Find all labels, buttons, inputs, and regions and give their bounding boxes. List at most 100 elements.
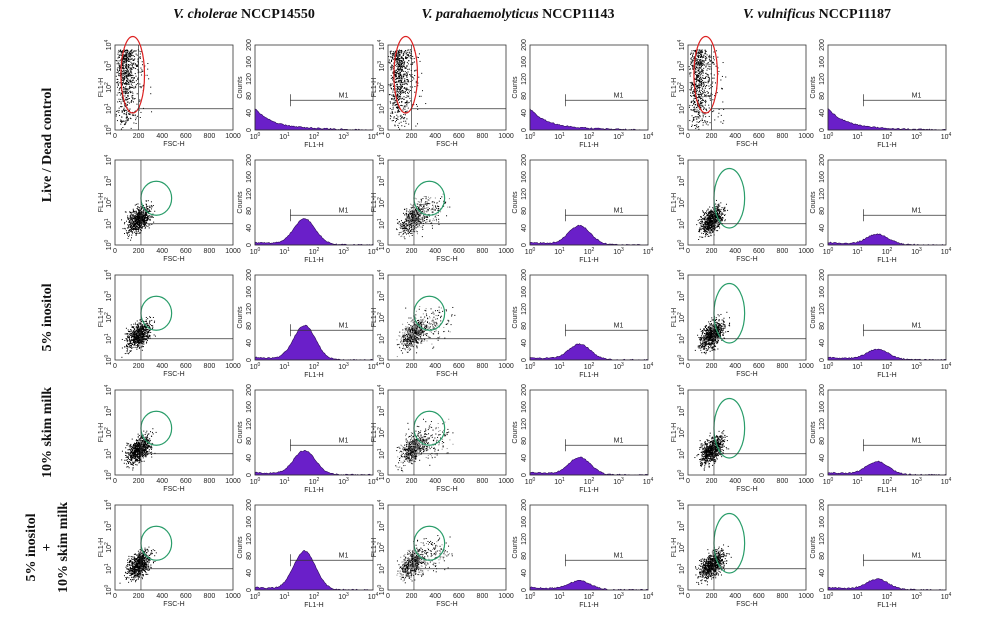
event-dot [135, 234, 137, 236]
event-dot [719, 211, 721, 213]
event-dot [148, 210, 150, 212]
event-dot [144, 217, 146, 219]
event-dot [408, 216, 410, 218]
event-dot [401, 226, 403, 228]
event-dot [127, 218, 129, 220]
x-tick-label: 800 [477, 133, 489, 140]
event-dot [694, 102, 696, 104]
event-dot [419, 221, 421, 223]
event-dot [406, 227, 408, 229]
event-dot [132, 228, 134, 230]
event-dot [400, 236, 402, 238]
event-dot [698, 87, 700, 89]
event-dot [416, 206, 418, 208]
event-dot [126, 63, 128, 65]
event-dot [704, 218, 706, 220]
event-dot [144, 227, 146, 229]
event-dot [127, 119, 129, 121]
event-dot [397, 72, 399, 74]
event-dot [146, 339, 148, 341]
y-tick-label: 120 [819, 188, 826, 200]
event-dot [708, 232, 710, 234]
event-dot [137, 58, 139, 60]
event-dot [707, 213, 709, 215]
event-dot [125, 113, 127, 115]
event-dot [124, 74, 126, 76]
event-dot [404, 125, 406, 127]
event-dot [148, 208, 150, 210]
event-dot [437, 205, 439, 207]
event-dot [415, 82, 417, 84]
event-dot [412, 217, 414, 219]
event-dot [425, 221, 427, 223]
event-dot [132, 82, 134, 84]
event-dot [709, 78, 711, 80]
event-dot [410, 220, 412, 222]
event-dot [143, 217, 145, 219]
event-dot [132, 213, 134, 215]
event-dot [402, 77, 404, 79]
event-dot [119, 64, 121, 66]
event-dot [136, 331, 138, 333]
event-dot [408, 225, 410, 227]
event-dot [138, 332, 140, 334]
event-dot [704, 214, 706, 216]
event-dot [415, 213, 417, 215]
event-dot [425, 103, 427, 105]
event-dot [129, 222, 131, 224]
histogram-area [254, 218, 374, 246]
event-dot [152, 216, 154, 218]
event-dot [122, 72, 124, 74]
event-dot [411, 225, 413, 227]
log-tick-label: 102 [584, 132, 595, 141]
event-dot [137, 223, 139, 225]
event-dot [398, 224, 400, 226]
event-dot [394, 100, 396, 102]
event-dot [404, 74, 406, 76]
event-dot [395, 63, 397, 65]
event-dot [716, 212, 718, 214]
event-dot [707, 80, 709, 82]
y-axis-label: FL1-H [671, 78, 678, 97]
event-dot [699, 84, 701, 86]
event-dot [408, 222, 410, 224]
event-dot [421, 236, 423, 238]
event-dot [408, 49, 410, 51]
event-dot [396, 219, 398, 221]
event-dot [131, 55, 133, 57]
event-dot [710, 214, 712, 216]
event-dot [399, 67, 401, 69]
event-dot [122, 92, 124, 94]
event-dot [400, 86, 402, 88]
tick-base: 10 [379, 42, 386, 50]
event-dot [713, 59, 715, 61]
event-dot [150, 331, 152, 333]
tick-base: 10 [379, 64, 386, 72]
event-dot [391, 112, 393, 114]
event-dot [414, 217, 416, 219]
event-dot [145, 214, 147, 216]
event-dot [398, 55, 400, 57]
event-dot [405, 226, 407, 228]
event-dot [400, 94, 402, 96]
event-dot [700, 224, 702, 226]
event-dot [120, 59, 122, 61]
event-dot [698, 80, 700, 82]
event-dot [403, 228, 405, 230]
event-dot [719, 224, 721, 226]
event-dot [135, 233, 137, 235]
event-dot [137, 78, 139, 80]
event-dot [427, 217, 429, 219]
event-dot [414, 213, 416, 215]
event-dot [139, 232, 141, 234]
event-dot [709, 211, 711, 213]
event-dot [392, 58, 394, 60]
event-dot [135, 222, 137, 224]
event-dot [704, 222, 706, 224]
event-dot [416, 105, 418, 107]
event-dot [399, 57, 401, 59]
strain: NCCP14550 [241, 7, 315, 22]
event-dot [701, 225, 703, 227]
event-dot [398, 51, 400, 53]
event-dot [148, 224, 150, 226]
